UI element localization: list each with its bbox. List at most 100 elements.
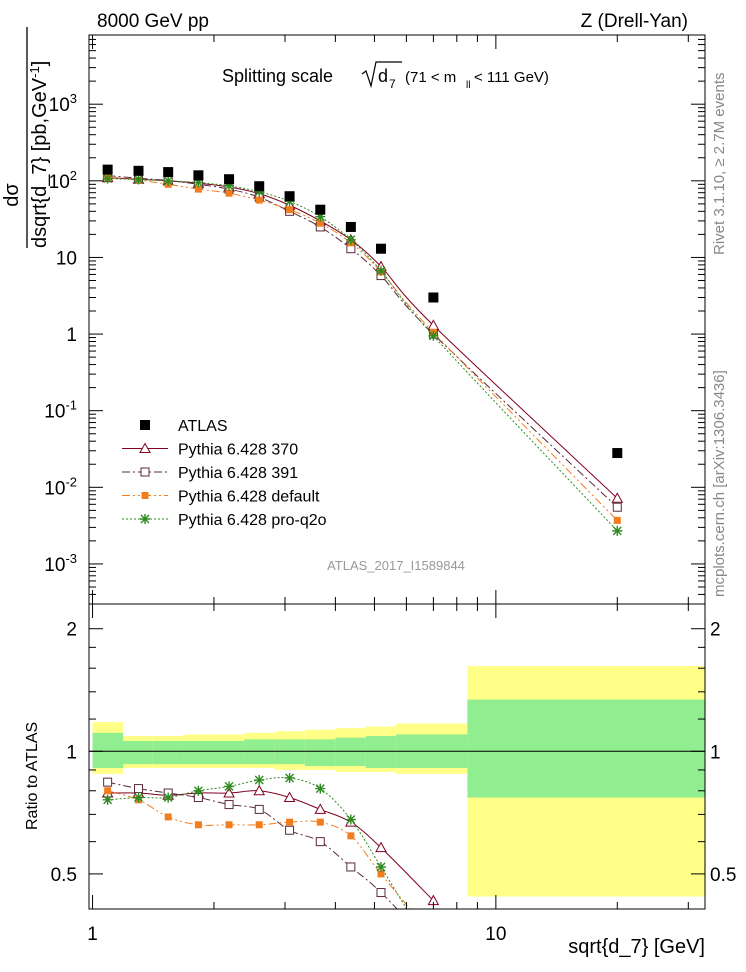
legend-label: Pythia 6.428 pro-q2o <box>178 512 327 529</box>
legend-entry: Pythia 6.428 pro-q2o <box>122 512 327 529</box>
main-series-lines <box>101 171 624 536</box>
marker-data-square <box>140 420 150 430</box>
ratio-series-lines <box>101 772 440 909</box>
plot-title-range-pre: (71 < m <box>405 69 456 86</box>
analysis-watermark: ATLAS_2017_I1589844 <box>327 558 465 573</box>
legend-label: Pythia 6.428 default <box>178 489 320 506</box>
marker-star <box>345 234 356 245</box>
ratio-y-tick-label: 1 <box>66 742 77 763</box>
marker-star <box>284 772 295 783</box>
marker-data-square <box>375 243 386 254</box>
ratio-y-tick-label-right: 2 <box>710 620 721 641</box>
marker-star <box>140 514 150 524</box>
marker-star <box>163 175 174 186</box>
marker-filled-square <box>141 492 149 499</box>
marker-filled-square <box>194 185 202 193</box>
band-inner-bin <box>92 732 124 768</box>
plot-title-range-post: < 111 GeV) <box>474 69 549 86</box>
rivet-label: Rivet 3.1.10, ≥ 2.7M events <box>711 73 728 256</box>
marker-star <box>193 785 204 796</box>
marker-star <box>284 196 295 207</box>
marker-filled-square <box>225 189 233 197</box>
marker-data-square <box>345 221 356 232</box>
marker-star <box>612 525 623 536</box>
marker-open-square <box>224 800 234 810</box>
plot-title-symbol-sub: 7 <box>389 77 396 91</box>
x-tick-label: 1 <box>87 924 98 945</box>
ylabel-num: dσ <box>1 183 23 207</box>
legend-entry: Pythia 6.428 370 <box>122 442 298 459</box>
marker-star <box>133 174 144 185</box>
marker-data-square <box>315 204 326 215</box>
y-tick-label: 10-2 <box>44 474 77 499</box>
marker-open-triangle <box>253 784 266 796</box>
legend-label: ATLAS <box>178 418 228 435</box>
marker-open-square <box>103 777 113 787</box>
legend-label: Pythia 6.428 391 <box>178 465 298 482</box>
y-axis-label-main: dσ dsqrt{d_7} [pb,GeV-1] <box>1 27 51 248</box>
y-tick-label: 10-1 <box>44 398 77 423</box>
marker-open-triangle <box>314 803 327 814</box>
marker-open-square <box>133 784 143 794</box>
marker-filled-square <box>225 821 233 829</box>
marker-filled-square <box>377 870 385 878</box>
marker-open-square <box>315 837 325 847</box>
x-tick-label: 10 <box>485 924 506 945</box>
marker-star <box>102 173 113 184</box>
marker-data-square <box>224 174 235 185</box>
marker-star <box>254 775 265 786</box>
marker-star <box>224 180 235 191</box>
plot-title-range-sub: ll <box>466 80 470 91</box>
marker-open-triangle <box>223 786 235 798</box>
plot-title-main: Splitting scale <box>222 66 333 86</box>
marker-filled-square <box>164 813 172 821</box>
marker-data-square <box>254 181 265 192</box>
marker-filled-square <box>316 818 324 826</box>
y-tick-label: 102 <box>49 168 77 193</box>
marker-star <box>193 177 204 188</box>
marker-filled-square <box>613 516 621 524</box>
marker-filled-square <box>286 818 294 826</box>
marker-star <box>254 186 265 197</box>
legend-entry: Pythia 6.428 391 <box>122 465 298 482</box>
marker-open-triangle <box>375 841 387 853</box>
marker-star <box>315 783 326 794</box>
axis-ticks <box>89 34 705 909</box>
marker-open-triangle <box>283 791 296 803</box>
ylabel-den: dsqrt{d_7} [pb,GeV-1] <box>27 61 52 248</box>
marker-filled-square <box>347 832 355 840</box>
ratio-y-tick-label-right: 0.5 <box>710 865 736 886</box>
band-inner-bin <box>213 741 245 765</box>
marker-star <box>102 794 113 805</box>
marker-data-square <box>163 167 174 178</box>
band-inner-bin <box>304 739 336 767</box>
sqrt-symbol <box>361 61 402 89</box>
marker-data-square <box>428 292 439 303</box>
marker-star <box>224 781 235 792</box>
marker-star <box>428 330 439 341</box>
marker-star <box>163 792 174 803</box>
ratio-y-tick-label: 0.5 <box>51 865 77 886</box>
x-axis-label: sqrt{d_7} [GeV] <box>568 936 705 958</box>
ratio-line <box>107 790 434 901</box>
marker-star <box>375 265 386 276</box>
marker-open-square <box>254 804 264 814</box>
marker-open-triangle <box>611 492 624 503</box>
band-inner-bin <box>183 741 214 765</box>
y-tick-label: 103 <box>49 91 77 116</box>
marker-star <box>315 211 326 222</box>
legend-entry: Pythia 6.428 default <box>122 489 320 506</box>
marker-data-square <box>193 170 204 181</box>
y-tick-label: 1 <box>66 325 77 346</box>
ratio-y-tick-label-right: 1 <box>710 742 721 763</box>
marker-star <box>133 792 144 803</box>
marker-open-square <box>612 502 622 512</box>
marker-open-square <box>346 862 356 872</box>
header-left: 8000 GeV pp <box>97 11 209 32</box>
marker-filled-square <box>316 219 324 227</box>
header-right: Z (Drell-Yan) <box>581 11 688 32</box>
mcplots-label: mcplots.cern.ch [arXiv:1306.3436] <box>711 370 728 597</box>
marker-data-square <box>102 164 113 175</box>
band-inner-bin <box>467 699 705 798</box>
